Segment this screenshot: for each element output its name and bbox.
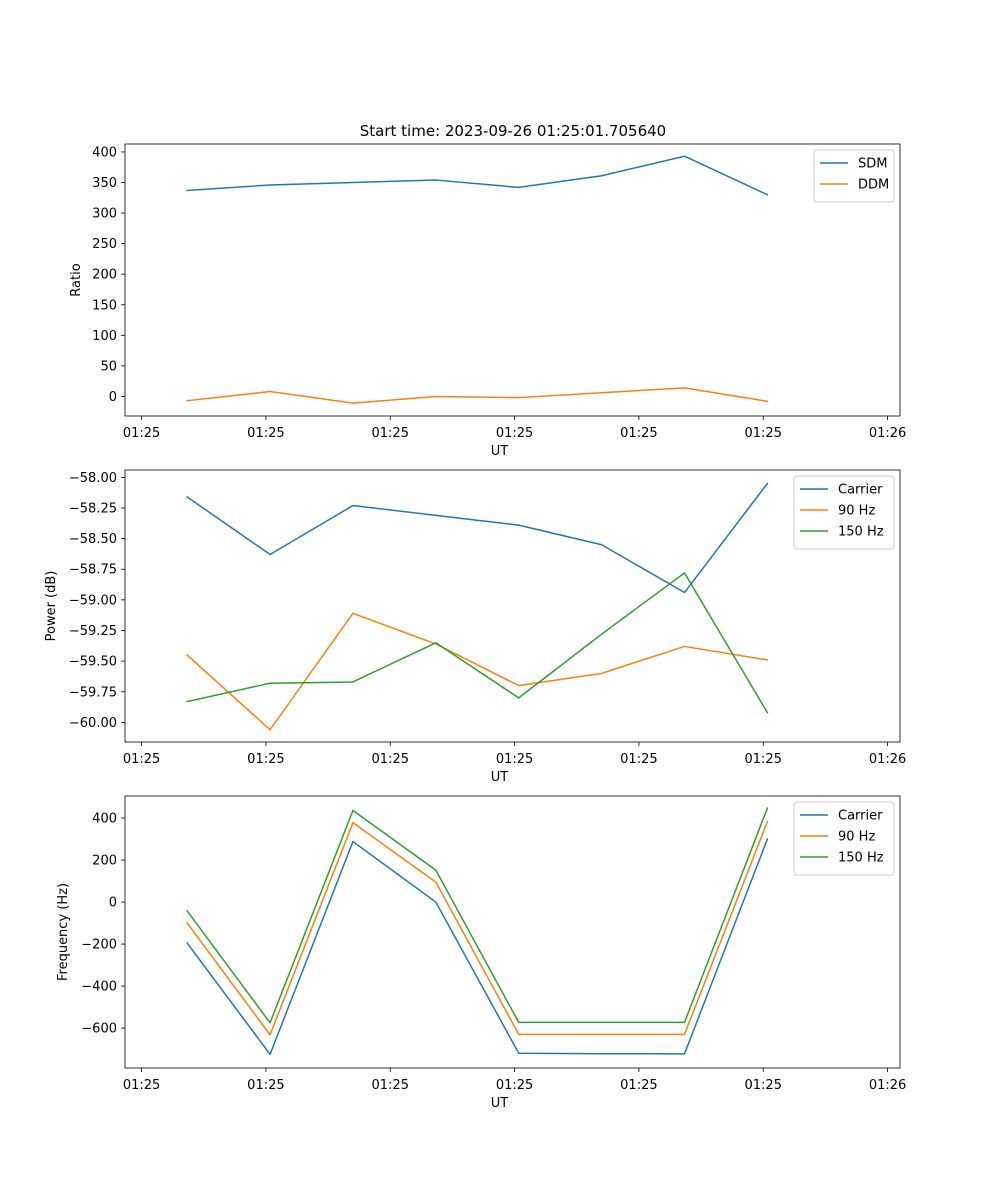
y-tick-label: −60.00	[69, 716, 117, 731]
y-tick-label: −600	[81, 1022, 117, 1037]
y-tick-label: −58.75	[69, 563, 117, 578]
x-tick-label: 01:26	[869, 752, 906, 767]
y-tick-label: −58.00	[69, 471, 117, 486]
y-tick-label: −59.50	[69, 655, 117, 670]
x-tick-label: 01:25	[620, 752, 657, 767]
x-tick-label: 01:26	[869, 426, 906, 441]
y-tick-label: −200	[81, 938, 117, 953]
series-line-sdm	[186, 155, 769, 196]
y-tick-label: 150	[92, 298, 117, 313]
y-tick-label: 50	[100, 359, 117, 374]
legend-label: 90 Hz	[838, 504, 875, 519]
x-tick-label: 01:25	[247, 1078, 284, 1093]
y-tick-label: 200	[92, 854, 117, 869]
chart-title: Start time: 2023-09-26 01:25:01.705640	[360, 122, 666, 140]
y-tick-label: 0	[109, 390, 117, 405]
legend: Carrier 90 Hz 150 Hz	[793, 801, 895, 876]
x-tick-label: 01:25	[372, 1078, 409, 1093]
legend-label: 150 Hz	[838, 851, 884, 866]
axes-frame	[124, 143, 901, 417]
series-line-150-hz	[186, 807, 769, 1024]
legend-label: SDM	[858, 157, 887, 172]
y-tick-label: −59.75	[69, 685, 117, 700]
y-tick-label: −59.00	[69, 593, 117, 608]
x-tick-label: 01:25	[123, 1078, 160, 1093]
series-line-90-hz	[186, 612, 769, 731]
y-tick-label: 250	[92, 237, 117, 252]
legend-label: Carrier	[838, 483, 883, 498]
legend-label: Carrier	[838, 809, 883, 824]
y-axis-label: Power (dB)	[44, 571, 59, 642]
x-axis-label: UT	[491, 1096, 509, 1111]
x-tick-label: 01:25	[745, 752, 782, 767]
y-tick-label: 100	[92, 329, 117, 344]
x-tick-label: 01:25	[496, 1078, 533, 1093]
series-line-150-hz	[186, 572, 769, 714]
axes-frame	[124, 795, 901, 1069]
legend-label: DDM	[858, 178, 889, 193]
frequency-panel: 01:25 01:25 01:25 01:25 01:25 01:25 01:26 −600 −…	[56, 795, 906, 1111]
legend-label: 90 Hz	[838, 830, 875, 845]
x-tick-label: 01:25	[247, 752, 284, 767]
axes-frame	[124, 469, 901, 743]
x-tick-label: 01:25	[372, 752, 409, 767]
x-tick-label: 01:25	[123, 752, 160, 767]
series-line-ddm	[186, 387, 769, 404]
y-axis-label: Ratio	[69, 263, 84, 296]
x-tick-label: 01:26	[869, 1078, 906, 1093]
legend: SDM DDM	[813, 149, 895, 203]
y-tick-label: −58.25	[69, 501, 117, 516]
x-axis-label: UT	[491, 770, 509, 785]
x-axis-label: UT	[491, 444, 509, 459]
series-line-carrier	[186, 482, 769, 594]
x-tick-label: 01:25	[620, 426, 657, 441]
y-tick-label: 300	[92, 207, 117, 222]
series-line-carrier	[186, 838, 769, 1056]
legend-label: 150 Hz	[838, 525, 884, 540]
x-tick-label: 01:25	[496, 752, 533, 767]
y-tick-label: 350	[92, 176, 117, 191]
power-panel: 01:25 01:25 01:25 01:25 01:25 01:25 01:26 −60.0…	[44, 469, 906, 785]
x-tick-label: 01:25	[620, 1078, 657, 1093]
x-tick-label: 01:25	[745, 1078, 782, 1093]
x-tick-label: 01:25	[247, 426, 284, 441]
x-tick-label: 01:25	[496, 426, 533, 441]
y-tick-label: −400	[81, 980, 117, 995]
y-tick-label: 200	[92, 268, 117, 283]
x-tick-label: 01:25	[372, 426, 409, 441]
x-tick-label: 01:25	[745, 426, 782, 441]
legend: Carrier 90 Hz 150 Hz	[793, 475, 895, 550]
y-tick-label: 400	[92, 812, 117, 827]
y-tick-label: 400	[92, 145, 117, 160]
y-tick-label: −59.25	[69, 624, 117, 639]
y-tick-label: 0	[109, 896, 117, 911]
ratio-panel: 01:25 01:25 01:25 01:25 01:25 01:25 01:26 0 50 10…	[69, 143, 906, 459]
y-tick-label: −58.50	[69, 532, 117, 547]
y-axis-label: Frequency (Hz)	[56, 883, 71, 981]
x-tick-label: 01:25	[123, 426, 160, 441]
series-line-90-hz	[186, 820, 769, 1036]
